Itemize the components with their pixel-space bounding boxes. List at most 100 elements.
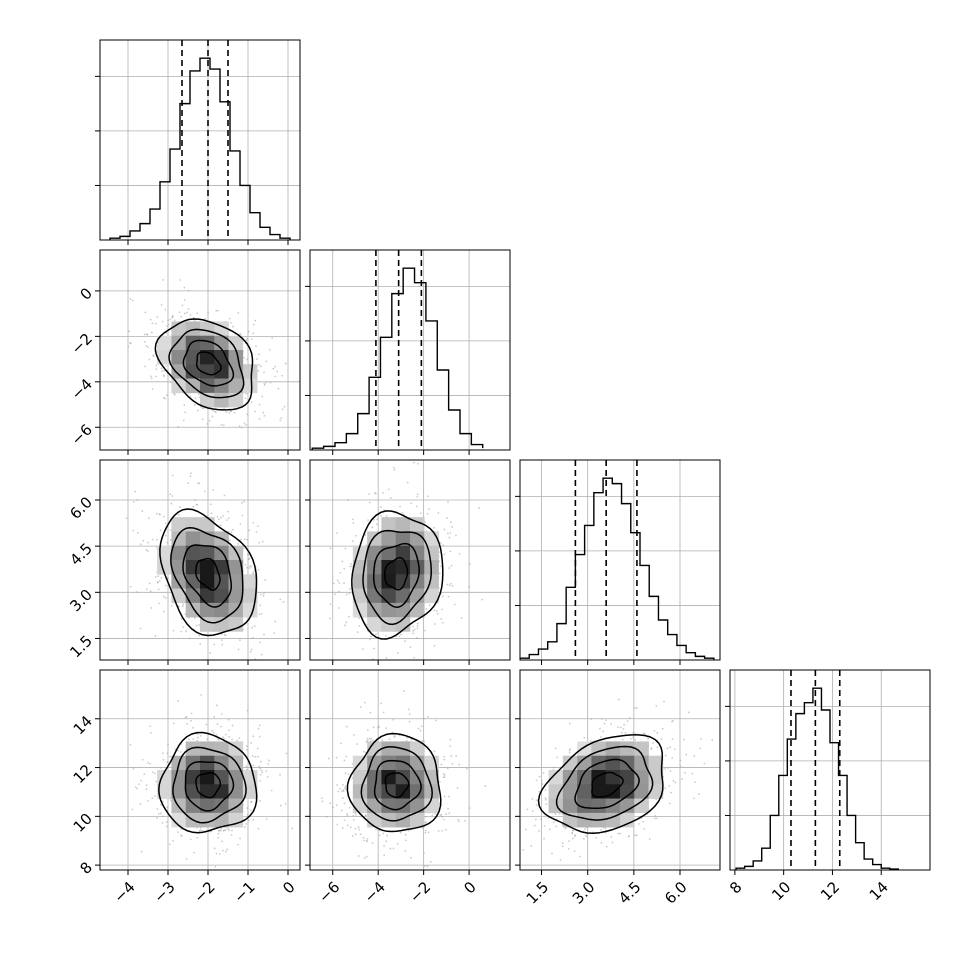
scatter-point: [238, 425, 241, 427]
scatter-point: [233, 411, 236, 414]
scatter-point: [230, 531, 233, 534]
scatter-point: [382, 491, 384, 494]
scatter-point: [341, 797, 344, 799]
scatter-point: [222, 829, 225, 832]
panel-frame: [309, 249, 511, 451]
scatter-point: [372, 726, 375, 729]
panel-content: [100, 40, 300, 240]
scatter-point: [217, 836, 219, 839]
density-cell: [367, 812, 382, 828]
scatter-point: [465, 767, 468, 770]
scatter-point: [149, 725, 152, 728]
scatter-point: [553, 766, 555, 769]
scatter-point: [177, 426, 179, 428]
scatter-point: [164, 584, 167, 587]
scatter-point: [148, 582, 151, 585]
density-cell: [548, 784, 564, 799]
scatter-point: [352, 518, 354, 521]
scatter-point: [342, 789, 345, 792]
scatter-point: [429, 860, 432, 863]
scatter-point: [131, 808, 134, 811]
contour-line: [373, 759, 422, 811]
scatter-point: [369, 711, 372, 714]
scatter-point: [685, 753, 688, 756]
scatter-point: [369, 638, 371, 641]
scatter-point: [423, 740, 425, 742]
scatter-point: [340, 809, 343, 812]
scatter-point: [447, 501, 449, 504]
scatter-point: [237, 648, 240, 651]
x-tick-label: 14: [866, 878, 892, 904]
scatter-point: [451, 762, 454, 765]
scatter-point: [172, 722, 175, 725]
scatter-point: [222, 424, 225, 427]
scatter-point: [135, 591, 138, 593]
x-tick-label: −2: [190, 878, 218, 906]
density-cell: [228, 617, 244, 632]
scatter-point: [554, 813, 557, 816]
x-tick-label: 10: [768, 878, 794, 904]
scatter-point: [257, 727, 260, 730]
panel-frame: [99, 39, 301, 241]
density-cell: [577, 784, 592, 799]
scatter-point: [348, 615, 350, 618]
scatter-point: [672, 779, 675, 782]
scatter-point: [433, 526, 436, 529]
scatter-point: [363, 839, 365, 842]
scatter-point: [196, 733, 199, 735]
scatter-point: [265, 381, 268, 384]
scatter-point: [280, 417, 283, 420]
scatter-point: [412, 630, 415, 632]
scatter-point: [679, 759, 682, 762]
y-tick-label: −6: [68, 421, 96, 449]
scatter-point: [267, 762, 269, 765]
scatter-point: [220, 725, 223, 728]
scatter-point: [167, 743, 169, 746]
panel-content: [100, 670, 300, 870]
scatter-point: [192, 505, 195, 508]
scatter-point: [451, 585, 454, 587]
scatter-point: [215, 852, 218, 855]
scatter-point: [345, 725, 348, 728]
scatter-point: [448, 536, 451, 539]
scatter-point: [366, 840, 369, 842]
density-cell: [424, 798, 439, 814]
density-cell: [171, 574, 187, 589]
density-cell: [185, 350, 201, 365]
contour-line: [195, 557, 221, 591]
scatter-point: [147, 346, 149, 349]
scatter-point: [255, 531, 258, 534]
scatter-point: [149, 590, 152, 592]
scatter-point: [281, 451, 283, 453]
scatter-point: [648, 838, 651, 840]
density-cell: [200, 617, 215, 632]
scatter-point: [376, 518, 379, 521]
density-cell: [242, 364, 258, 379]
scatter-point: [377, 726, 379, 729]
scatter-point: [636, 707, 638, 710]
density-cell: [367, 741, 382, 757]
contour-line: [195, 351, 222, 376]
scatter-point: [344, 547, 347, 550]
scatter-point: [274, 375, 277, 378]
scatter-point: [425, 821, 427, 824]
panel-frame: [99, 249, 301, 451]
scatter-point: [611, 841, 614, 844]
density-panel-4-2: [305, 669, 511, 875]
contour-line: [170, 527, 244, 624]
scatter-point: [413, 461, 415, 464]
scatter-point: [171, 474, 174, 477]
scatter-point: [534, 818, 537, 821]
scatter-point: [354, 813, 357, 816]
scatter-point: [394, 735, 396, 737]
scatter-point: [269, 381, 272, 384]
scatter-point: [338, 607, 341, 609]
scatter-point: [218, 853, 221, 855]
scatter-point: [339, 787, 341, 790]
scatter-point: [345, 621, 348, 624]
scatter-point: [160, 576, 163, 579]
scatter-point: [254, 410, 256, 413]
density-cell: [648, 755, 664, 771]
scatter-point: [692, 797, 695, 800]
scatter-point: [664, 768, 666, 770]
